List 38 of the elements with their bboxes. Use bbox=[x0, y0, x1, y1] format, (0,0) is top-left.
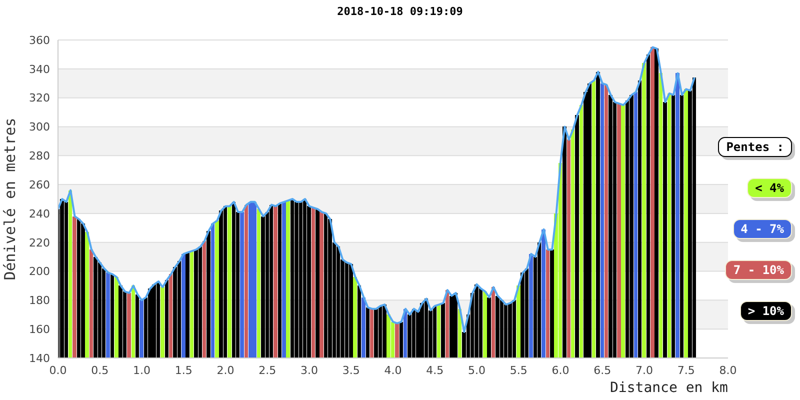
legend-title: Pentes : bbox=[726, 140, 784, 154]
x-tick-label: 5.0 bbox=[468, 364, 486, 377]
y-tick-label: 320 bbox=[29, 92, 50, 105]
y-tick-label: 300 bbox=[29, 120, 50, 134]
text: 7 - 10% bbox=[733, 263, 784, 277]
chart-title: 2018-10-18 09:19:09 bbox=[337, 5, 463, 18]
x-tick-label: 7.0 bbox=[636, 364, 653, 377]
y-tick-label: 220 bbox=[29, 236, 50, 250]
y-tick-label: 240 bbox=[29, 207, 50, 220]
y-tick-label: 260 bbox=[29, 178, 50, 192]
x-tick-label: 3.5 bbox=[342, 364, 360, 377]
text: 4 - 7% bbox=[740, 222, 784, 236]
y-tick-label: 340 bbox=[29, 62, 50, 76]
y-tick-label: 160 bbox=[29, 322, 50, 336]
y-tick-label: 280 bbox=[29, 150, 50, 163]
x-axis-title: Distance en km bbox=[610, 380, 728, 396]
x-tick-label: 4.0 bbox=[384, 364, 402, 377]
x-tick-label: 2.5 bbox=[258, 364, 276, 377]
x-tick-label: 8.0 bbox=[719, 364, 737, 377]
x-tick-label: 5.5 bbox=[510, 364, 528, 377]
x-tick-label: 6.0 bbox=[552, 364, 570, 377]
y-tick-label: 360 bbox=[29, 34, 50, 47]
x-tick-label: 3.0 bbox=[300, 364, 318, 377]
x-tick-label: 0.0 bbox=[49, 364, 67, 377]
x-tick-label: 0.5 bbox=[91, 364, 109, 377]
x-tick-label: 4.5 bbox=[426, 364, 444, 377]
text: < 4% bbox=[755, 181, 784, 195]
y-tick-label: 200 bbox=[29, 265, 50, 278]
x-tick-label: 1.0 bbox=[133, 364, 150, 377]
line-series bbox=[58, 46, 696, 333]
x-tick-label: 1.5 bbox=[174, 364, 192, 377]
x-tick-label: 7.5 bbox=[677, 364, 695, 377]
y-tick-label: 180 bbox=[29, 294, 50, 308]
y-axis-title: Dénivelé en metres bbox=[1, 118, 19, 280]
x-tick-label: 2.0 bbox=[216, 364, 234, 377]
x-tick-label: 6.5 bbox=[594, 364, 612, 377]
text: > 10% bbox=[748, 304, 784, 318]
y-tick-label: 140 bbox=[29, 352, 50, 365]
